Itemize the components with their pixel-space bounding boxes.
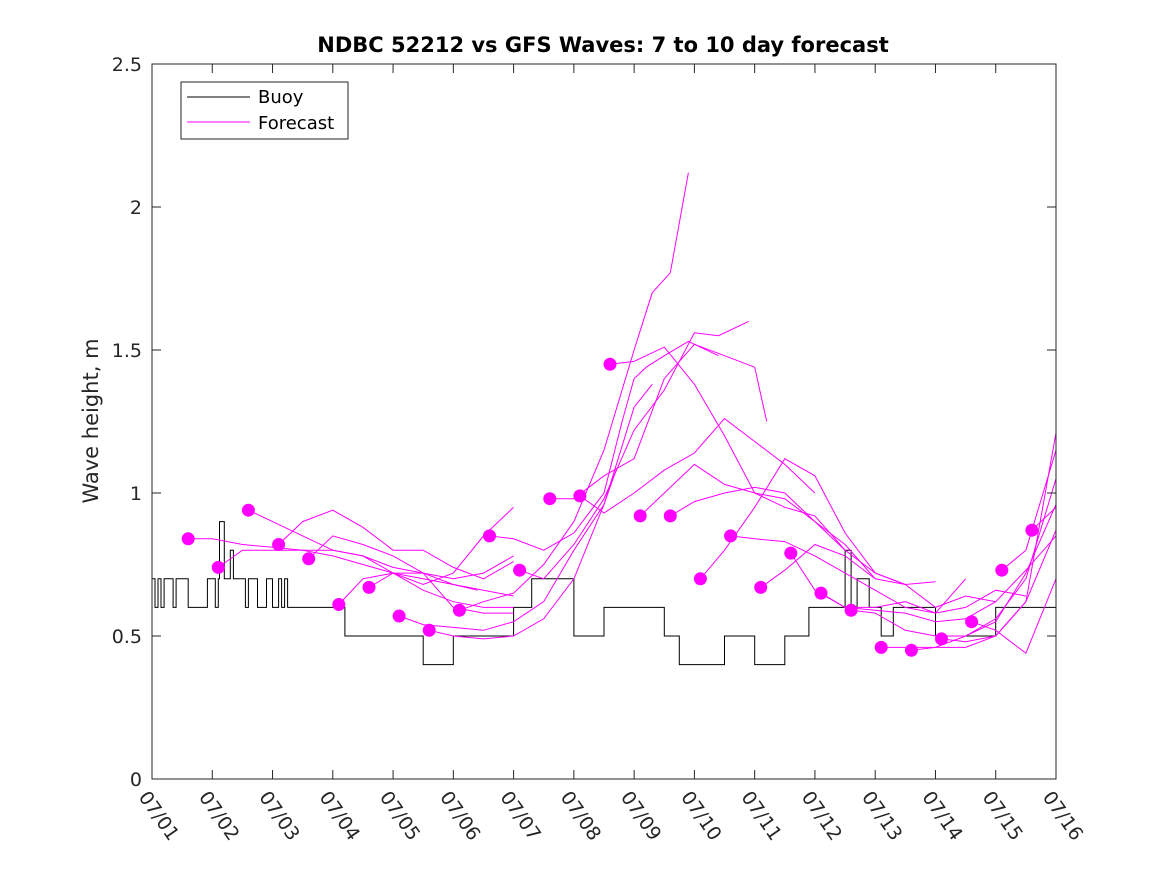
- forecast-series-line-5: [308, 535, 514, 597]
- buoy-series-line: [152, 521, 1056, 666]
- forecast-series-line-25: [911, 432, 1056, 651]
- forecast-point: [784, 546, 798, 560]
- forecast-point: [814, 586, 828, 600]
- forecast-point: [181, 532, 195, 546]
- forecast-point: [965, 615, 979, 629]
- forecast-series-line-7: [368, 572, 514, 614]
- forecast-series-line-10: [459, 172, 689, 611]
- forecast-series-line-24: [881, 478, 1056, 648]
- forecast-point: [754, 580, 768, 594]
- y-tick-label: 2: [130, 197, 142, 219]
- forecast-series-line-20: [760, 543, 996, 608]
- forecast-series-line-23: [851, 504, 1056, 637]
- forecast-point: [1025, 523, 1039, 537]
- forecast-point: [935, 632, 948, 646]
- forecast-point: [844, 603, 858, 617]
- forecast-point: [241, 503, 255, 517]
- forecast-point: [362, 580, 376, 594]
- forecast-point: [272, 538, 286, 551]
- forecast-series-line-14: [579, 417, 816, 514]
- forecast-series-line-11: [489, 340, 719, 551]
- legend-buoy-label: Buoy: [258, 87, 304, 108]
- legend-forecast-label: Forecast: [258, 113, 334, 134]
- forecast-point: [995, 563, 1009, 577]
- y-tick-label: 1.5: [112, 340, 142, 362]
- y-axis-label: Wave height, m: [79, 338, 103, 503]
- forecast-series-line-12: [519, 320, 749, 580]
- forecast-point: [452, 603, 466, 617]
- forecast-series-line-9: [429, 383, 653, 640]
- legend: Buoy Forecast: [180, 81, 349, 140]
- forecast-point: [422, 623, 436, 637]
- forecast-series-line-19: [730, 535, 966, 614]
- chart-title: NDBC 52212 vs GFS Waves: 7 to 10 day for…: [317, 33, 888, 57]
- forecast-point: [693, 572, 707, 586]
- forecast-series-line-17: [670, 486, 906, 585]
- y-tick-label: 2.5: [112, 54, 142, 76]
- forecast-point: [392, 609, 406, 623]
- forecast-point: [724, 529, 738, 543]
- forecast-point: [603, 357, 617, 371]
- forecast-series-line-27: [971, 578, 1056, 654]
- forecast-series-line-15: [609, 346, 846, 551]
- y-tick-label: 1: [130, 483, 142, 505]
- forecast-series-line-4: [278, 509, 514, 580]
- axes-box: [151, 63, 1057, 780]
- forecast-series-line-16: [639, 463, 876, 580]
- forecast-point: [543, 492, 557, 506]
- forecast-point: [332, 598, 346, 611]
- legend-box: [180, 81, 349, 140]
- forecast-point: [302, 552, 316, 566]
- forecast-point: [904, 643, 918, 657]
- forecast-point: [483, 529, 496, 543]
- forecast-series-line-3: [248, 509, 514, 580]
- forecast-point: [211, 560, 225, 574]
- forecast-series-line-26: [941, 530, 1056, 643]
- forecast-point: [573, 489, 587, 503]
- forecast-point: [513, 563, 527, 577]
- y-tick-label: 0.5: [112, 626, 142, 648]
- y-tick-label: 0: [130, 769, 142, 791]
- forecast-series-line-28: [1001, 449, 1056, 571]
- forecast-point: [874, 640, 888, 654]
- forecast-point: [663, 509, 677, 523]
- forecast-point: [633, 509, 647, 523]
